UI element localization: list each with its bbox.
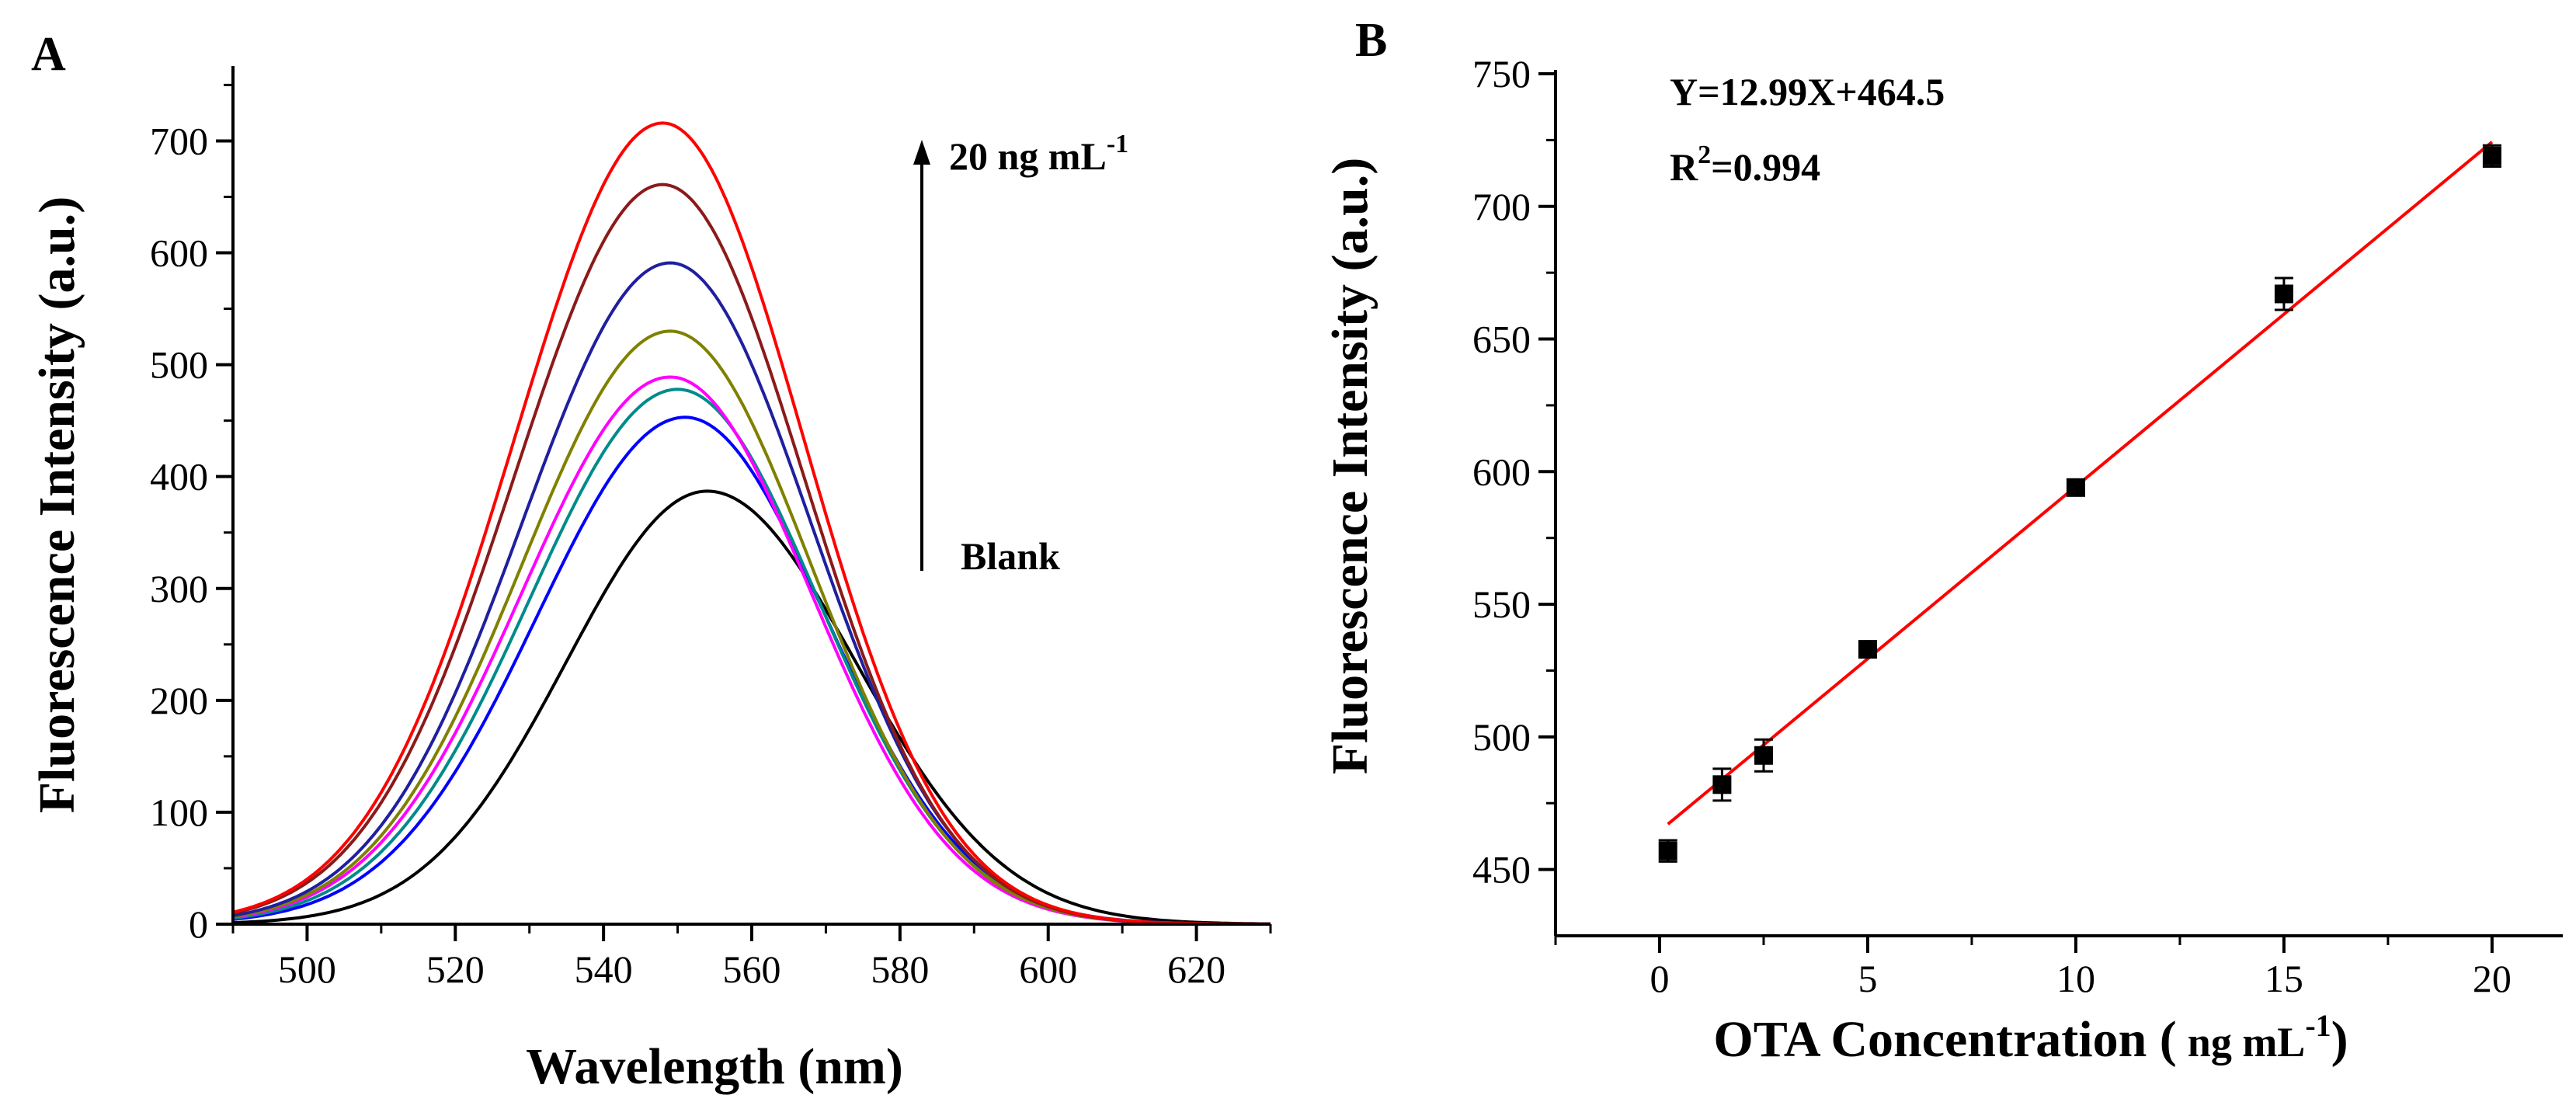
regression-equation: Y=12.99X+464.5 <box>1670 70 1945 113</box>
panel-a-y-tick-label: 400 <box>150 455 208 499</box>
panel-a-x-tick-label: 500 <box>278 947 336 991</box>
panel-a-x-tick-label: 580 <box>871 947 929 991</box>
panel-b-y-tick-label: 650 <box>1472 318 1531 361</box>
spectrum-curve-1 <box>232 415 1271 926</box>
panel-b-x-tick-label: 10 <box>2056 957 2095 1000</box>
panel-a-x-tick-label: 560 <box>723 947 781 991</box>
panel-b-y-tick-label: 700 <box>1472 185 1531 228</box>
panel-a-axes <box>231 66 1271 926</box>
panel-a: A 500 520 540 560 580 600 620 0 100 200 300 400 500 6… <box>29 28 1272 1095</box>
panel-b-x-tick-label: 15 <box>2265 957 2303 1000</box>
panel-a-label: A <box>31 28 66 81</box>
panel-b-x-tick-label: 20 <box>2473 957 2512 1000</box>
r-squared-label: R2=0.994 <box>1670 141 1820 189</box>
panel-b-y-tick-label: 500 <box>1472 715 1531 759</box>
panel-a-y-tick-label: 100 <box>150 791 208 834</box>
panel-b: B 0 5 10 15 20 450 500 550 600 650 700 750 OTA Conc… <box>1322 14 2563 1068</box>
panel-b-y-tick-label: 600 <box>1472 450 1531 493</box>
panel-b-y-axis-title: Fluorescence Intensity (a.u.) <box>1322 158 1378 774</box>
panel-a-y-tick-label: 700 <box>150 119 208 162</box>
panel-b-axes <box>1554 70 2563 937</box>
panel-a-x-tick-label: 540 <box>575 947 633 991</box>
spectrum-curve-7 <box>232 121 1271 926</box>
panel-a-y-tick-label: 0 <box>189 902 208 946</box>
panel-b-y-tick-label: 550 <box>1472 582 1531 626</box>
data-point-6 <box>2482 146 2501 165</box>
data-point-0 <box>1658 841 1677 860</box>
annotation-top-label: 20 ng mL-1 <box>949 130 1128 178</box>
panel-a-y-tick-label: 600 <box>150 231 208 275</box>
panel-a-x-tick-label: 620 <box>1167 947 1225 991</box>
annotation-blank-label: Blank <box>961 534 1060 578</box>
spectrum-curve-0 <box>232 489 1271 926</box>
panel-a-curves <box>232 121 1271 926</box>
panel-b-ticks: 0 5 10 15 20 450 500 550 600 650 700 750 <box>1472 52 2512 1000</box>
panel-b-x-tick-label: 0 <box>1650 957 1669 1000</box>
panel-a-x-axis-title: Wavelength (nm) <box>526 1038 903 1095</box>
panel-a-x-tick-label: 600 <box>1019 947 1077 991</box>
panel-b-x-axis-title: OTA Concentration (ng mL-1) <box>1713 1008 2348 1068</box>
panel-b-y-tick-label: 750 <box>1472 52 1531 96</box>
panel-a-ticks: 500 520 540 560 580 600 620 0 100 200 300 400 500 600… <box>150 83 1272 991</box>
panel-b-y-tick-label: 450 <box>1472 848 1531 892</box>
concentration-arrow-head <box>913 140 930 165</box>
panel-a-x-tick-label: 520 <box>426 947 485 991</box>
panel-a-y-tick-label: 200 <box>150 679 208 722</box>
panel-b-points <box>1658 144 2501 863</box>
panel-a-y-tick-label: 300 <box>150 567 208 610</box>
panel-a-y-axis-title: Fluorescence Intensity (a.u.) <box>29 196 85 813</box>
data-point-4 <box>2066 478 2085 497</box>
data-point-3 <box>1858 640 1877 659</box>
data-point-5 <box>2274 284 2293 304</box>
data-point-1 <box>1712 775 1732 794</box>
data-point-2 <box>1754 746 1773 765</box>
panel-b-label: B <box>1355 14 1387 67</box>
panel-b-x-tick-label: 5 <box>1858 957 1877 1000</box>
panel-a-y-tick-label: 500 <box>150 343 208 387</box>
